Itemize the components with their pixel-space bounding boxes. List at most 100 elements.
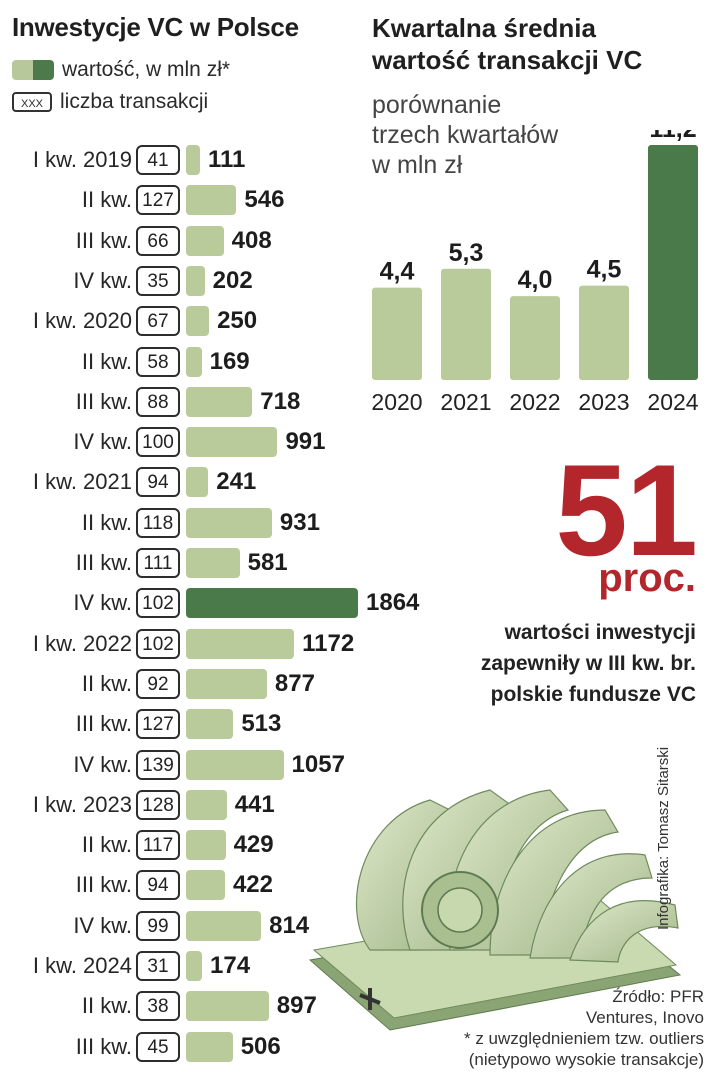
left-chart-title: Inwestycje VC w Polsce — [12, 12, 299, 42]
year-bar — [579, 285, 629, 380]
value-label: 877 — [274, 669, 315, 697]
value-bar — [186, 427, 278, 458]
value-label: 111 — [208, 146, 246, 173]
legend-value-label: wartość, w mln zł* — [62, 58, 231, 81]
transaction-count: 117 — [136, 830, 180, 861]
transaction-count: 67 — [136, 306, 180, 337]
period-label: II kw. — [81, 187, 132, 213]
highlight-caption: wartości inwestycji zapewniły w III kw. … — [396, 617, 696, 710]
year-value-label: 4,4 — [380, 258, 415, 286]
period-label: IV kw. — [73, 912, 132, 938]
right-chart-subtitle-line3: w mln zł — [372, 151, 463, 179]
transaction-count: 94 — [136, 870, 180, 901]
value-label: 408 — [231, 226, 272, 254]
transaction-count: 38 — [136, 991, 180, 1022]
value-bar — [186, 346, 202, 377]
period-label: II kw. — [81, 670, 132, 696]
right-chart-title: Kwartalna średnia wartość transakcji VC — [372, 12, 702, 76]
transaction-count: 127 — [136, 709, 180, 740]
value-bar — [186, 306, 210, 337]
transaction-count: 118 — [136, 507, 180, 538]
value-label: 1172 — [302, 629, 355, 657]
value-bar — [186, 951, 203, 981]
value-label: 441 — [234, 790, 275, 818]
year-bar — [372, 287, 422, 380]
value-label: 250 — [217, 307, 258, 335]
value-label: 169 — [209, 347, 250, 375]
period-label: III kw. — [75, 1033, 132, 1059]
average-transaction-chart: 4,4 2020 5,3 2021 4,0 2022 4,5 2023 11,2 2024 — [371, 130, 698, 415]
legend-value: wartość, w mln zł* — [12, 58, 230, 82]
period-label: I kw. 2021 — [32, 469, 132, 495]
transaction-count: 45 — [136, 1031, 180, 1062]
period-label: III kw. — [75, 872, 132, 898]
value-label: 241 — [216, 468, 257, 496]
highlight-caption-line2: zapewniły w III kw. br. — [480, 652, 696, 675]
transaction-count: 99 — [136, 910, 180, 941]
value-bar — [186, 467, 209, 498]
value-label: 429 — [233, 831, 274, 859]
year-value-label: 4,5 — [587, 256, 622, 284]
value-bar — [186, 185, 237, 216]
source-line1: Źródło: PFR — [612, 987, 704, 1006]
value-label: 422 — [232, 871, 273, 899]
transaction-count: 100 — [136, 427, 180, 458]
period-label: I kw. 2020 — [32, 308, 132, 334]
value-label: 991 — [285, 428, 326, 456]
legend-count-label: liczba transakcji — [60, 90, 209, 113]
year-label: 2022 — [509, 389, 560, 415]
period-label: IV kw. — [73, 751, 132, 777]
legend-count: XXX liczba transakcji — [12, 90, 208, 114]
value-label: 174 — [210, 952, 251, 979]
highlight-caption-line3: polskie fundusze VC — [490, 683, 696, 706]
value-bar — [186, 1031, 233, 1062]
value-bar — [186, 145, 200, 175]
value-label: 506 — [240, 1032, 281, 1060]
transaction-count: 66 — [136, 225, 180, 256]
period-label: II kw. — [81, 832, 132, 858]
transaction-count: 111 — [136, 548, 180, 578]
period-label: I kw. 2024 — [32, 953, 132, 978]
highlight-number: 51 — [555, 437, 698, 583]
legend-value-swatch — [12, 60, 54, 80]
year-bar — [648, 145, 698, 380]
value-label: 931 — [279, 508, 320, 536]
value-bar — [186, 668, 267, 699]
value-bar — [186, 265, 205, 296]
period-label: I kw. 2022 — [32, 630, 132, 656]
year-value-label: 5,3 — [449, 239, 484, 267]
source-line4: (nietypowo wysokie transakcje) — [468, 1050, 704, 1069]
value-bar — [186, 507, 272, 538]
period-label: I kw. 2023 — [32, 791, 132, 817]
year-label: 2020 — [371, 389, 422, 415]
period-label: IV kw. — [73, 429, 132, 455]
year-value-label: 11,2 — [649, 130, 696, 143]
value-bar — [186, 225, 224, 256]
legend-count-box: XXX — [12, 92, 52, 112]
banknotes-illustration — [308, 789, 682, 1031]
value-label: 1864 — [366, 589, 420, 617]
period-label: III kw. — [75, 388, 132, 414]
value-label: 718 — [260, 387, 301, 415]
value-bar — [186, 386, 253, 417]
transaction-count: 127 — [136, 185, 180, 216]
transaction-count: 58 — [136, 346, 180, 377]
period-label: II kw. — [81, 509, 132, 535]
transaction-count: 35 — [136, 265, 180, 296]
right-chart-title-line1: Kwartalna średnia — [372, 13, 596, 43]
value-bar — [186, 870, 225, 901]
value-bar — [186, 991, 269, 1022]
year-label: 2024 — [647, 389, 698, 415]
value-bar — [186, 709, 234, 740]
transaction-count: 94 — [136, 467, 180, 498]
transaction-count: 92 — [136, 668, 180, 699]
value-bar — [186, 588, 358, 619]
transaction-count: 139 — [136, 749, 180, 780]
year-label: 2021 — [440, 389, 491, 415]
period-label: II kw. — [81, 348, 132, 374]
source-note: Źródło: PFR Ventures, Inovo * z uwzględn… — [444, 986, 704, 1070]
right-chart-title-line2: wartość transakcji VC — [372, 45, 643, 75]
value-bar — [186, 910, 262, 941]
transaction-count: 41 — [136, 145, 180, 175]
value-label: 546 — [244, 186, 285, 214]
